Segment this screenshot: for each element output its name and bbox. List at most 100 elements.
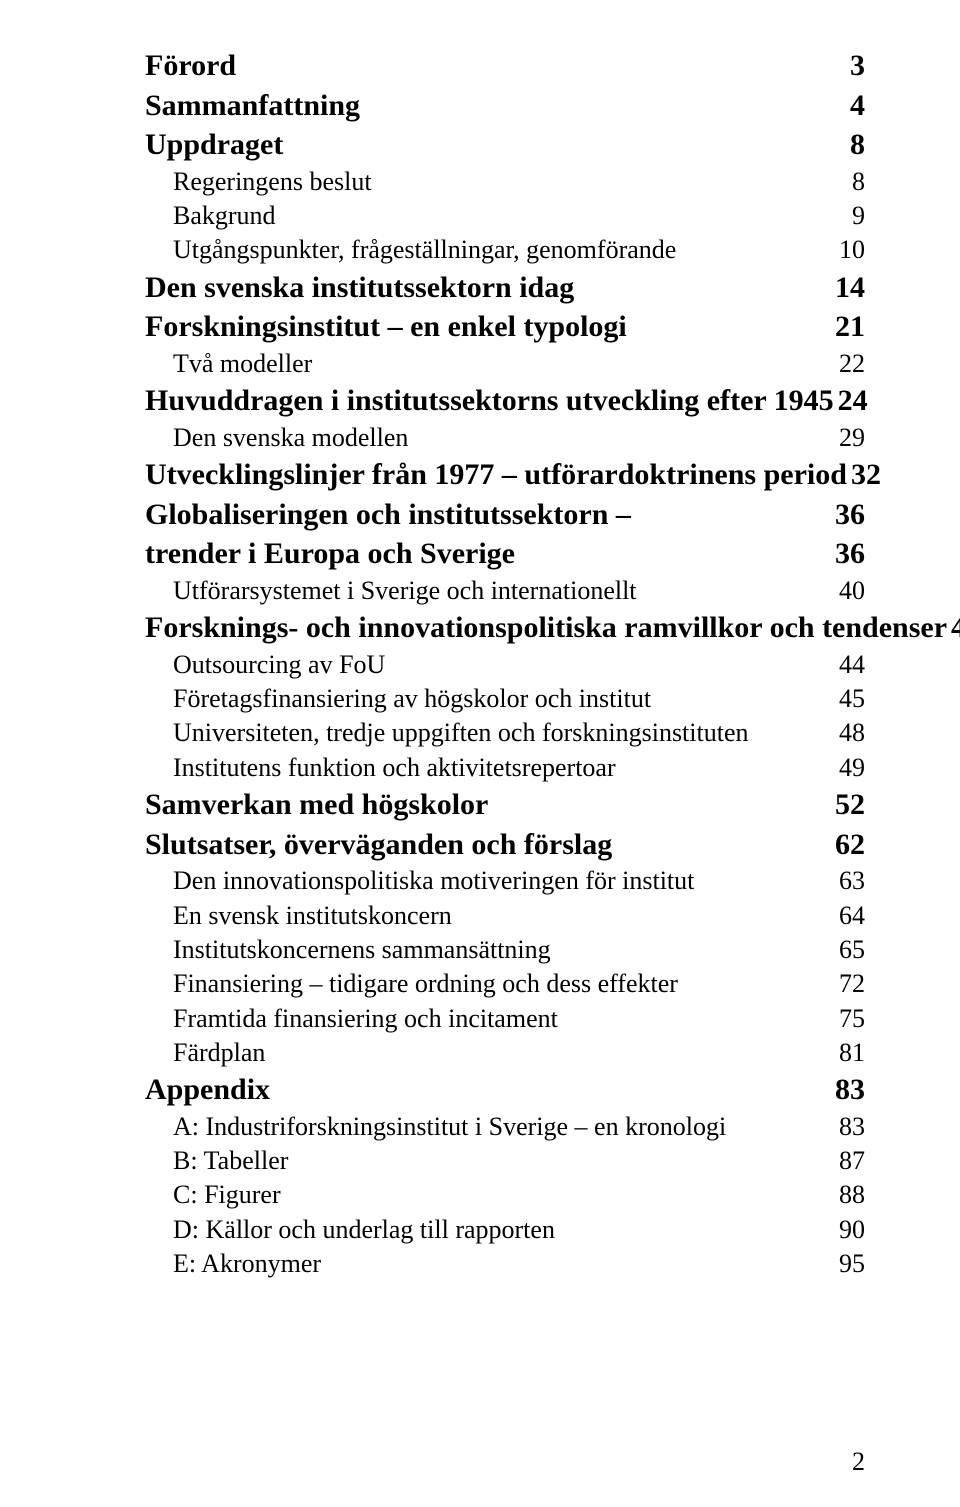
toc-label: E: Akronymer	[173, 1247, 321, 1281]
toc-entry: Regeringens beslut 8	[173, 165, 865, 199]
toc-page: 36	[835, 534, 865, 574]
toc-entry: En svensk institutskoncern 64	[173, 899, 865, 933]
toc-label: Outsourcing av FoU	[173, 648, 385, 682]
toc-entry: Den svenska modellen 29	[173, 421, 865, 455]
toc-label: Den svenska modellen	[173, 421, 408, 455]
toc-label: Företagsfinansiering av högskolor och in…	[173, 682, 651, 716]
toc-label: B: Tabeller	[173, 1144, 288, 1178]
toc-page: 87	[839, 1144, 865, 1178]
toc-label: trender i Europa och Sverige	[145, 534, 515, 574]
toc-page: 8	[852, 165, 865, 199]
toc-label: Regeringens beslut	[173, 165, 372, 199]
toc-page: 83	[835, 1070, 865, 1110]
toc-label: En svensk institutskoncern	[173, 899, 452, 933]
toc-entry: Den svenska institutssektorn idag 14	[145, 268, 865, 308]
toc-label: Sammanfattning	[145, 86, 360, 126]
toc-label: Bakgrund	[173, 199, 276, 233]
toc-entry: Bakgrund 9	[173, 199, 865, 233]
page-number: 2	[852, 1447, 865, 1477]
toc-page: 29	[839, 421, 865, 455]
toc-page: 63	[839, 864, 865, 898]
toc-label: Utvecklingslinjer från 1977 – utförardok…	[145, 455, 847, 495]
toc-label: Samverkan med högskolor	[145, 785, 488, 825]
toc-entry: Universiteten, tredje uppgiften och fors…	[173, 716, 865, 750]
toc-label: A: Industriforskningsinstitut i Sverige …	[173, 1110, 726, 1144]
toc-entry: E: Akronymer 95	[173, 1247, 865, 1281]
toc-page: 8	[850, 125, 865, 165]
toc-entry: A: Industriforskningsinstitut i Sverige …	[173, 1110, 865, 1144]
toc-entry: Förord 3	[145, 46, 865, 86]
toc-entry: Två modeller 22	[173, 347, 865, 381]
toc-page: 9	[852, 199, 865, 233]
toc-label: Forsknings- och innovationspolitiska ram…	[145, 608, 947, 648]
toc-entry: Institutskoncernens sammansättning 65	[173, 933, 865, 967]
toc-page: 95	[839, 1247, 865, 1281]
toc-entry: Utvecklingslinjer från 1977 – utförardok…	[145, 455, 865, 495]
toc-label: Färdplan	[173, 1036, 265, 1070]
toc-entry: Uppdraget 8	[145, 125, 865, 165]
toc-entry: Företagsfinansiering av högskolor och in…	[173, 682, 865, 716]
toc-label: Finansiering – tidigare ordning och dess…	[173, 967, 678, 1001]
toc-page: 14	[835, 268, 865, 308]
toc-page: 81	[839, 1036, 865, 1070]
toc-entry: Utförarsystemet i Sverige och internatio…	[173, 574, 865, 608]
toc-label: Institutens funktion och aktivitetsreper…	[173, 751, 616, 785]
toc-label: Institutskoncernens sammansättning	[173, 933, 551, 967]
toc-page: 62	[835, 825, 865, 865]
toc-entry: Samverkan med högskolor 52	[145, 785, 865, 825]
toc-entry: Institutens funktion och aktivitetsreper…	[173, 751, 865, 785]
toc-entry: Forsknings- och innovationspolitiska ram…	[145, 608, 865, 648]
toc-page: 72	[839, 967, 865, 1001]
toc-label: Den svenska institutssektorn idag	[145, 268, 574, 308]
toc-page: 3	[850, 46, 865, 86]
toc-page: 4	[850, 86, 865, 126]
toc-page: 24	[838, 381, 868, 421]
toc-label: Utförarsystemet i Sverige och internatio…	[173, 574, 637, 608]
toc-page: 32	[851, 455, 881, 495]
toc-entry: Färdplan 81	[173, 1036, 865, 1070]
toc-label: Globaliseringen och institutssektorn –	[145, 495, 631, 535]
toc-entry: Framtida finansiering och incitament 75	[173, 1002, 865, 1036]
toc-label: Slutsatser, överväganden och förslag	[145, 825, 612, 865]
toc-entry: Den innovationspolitiska motiveringen fö…	[173, 864, 865, 898]
toc-label: Appendix	[145, 1070, 270, 1110]
toc-entry: Huvuddragen i institutssektorns utveckli…	[145, 381, 865, 421]
toc-page: 65	[839, 933, 865, 967]
toc-page: 10	[839, 233, 865, 267]
toc-page: 44	[839, 648, 865, 682]
toc-label: Utgångspunkter, frågeställningar, genomf…	[173, 233, 676, 267]
toc-entry: B: Tabeller 87	[173, 1144, 865, 1178]
toc-entry: Forskningsinstitut – en enkel typologi 21	[145, 307, 865, 347]
toc-entry: Outsourcing av FoU 44	[173, 648, 865, 682]
toc-page: 45	[839, 682, 865, 716]
toc-entry: Appendix 83	[145, 1070, 865, 1110]
toc-page: 36	[835, 495, 865, 535]
toc-page: 21	[835, 307, 865, 347]
toc-page: 75	[839, 1002, 865, 1036]
toc-page: 22	[839, 347, 865, 381]
toc-page: 48	[839, 716, 865, 750]
toc-page: 49	[839, 751, 865, 785]
toc-page: 88	[839, 1178, 865, 1212]
toc-entry: C: Figurer 88	[173, 1178, 865, 1212]
toc-label: Förord	[145, 46, 236, 86]
toc-label: Två modeller	[173, 347, 312, 381]
toc-label: Universiteten, tredje uppgiften och fors…	[173, 716, 749, 750]
toc-page: 44	[951, 608, 960, 648]
toc-entry: trender i Europa och Sverige 36	[145, 534, 865, 574]
toc-label: Uppdraget	[145, 125, 283, 165]
toc-page: 64	[839, 899, 865, 933]
toc-page: 90	[839, 1213, 865, 1247]
toc-label: Huvuddragen i institutssektorns utveckli…	[145, 381, 834, 421]
table-of-contents: Förord3Sammanfattning4Uppdraget8Regering…	[145, 46, 865, 1281]
toc-label: Framtida finansiering och incitament	[173, 1002, 558, 1036]
toc-entry: Finansiering – tidigare ordning och dess…	[173, 967, 865, 1001]
toc-page: 83	[839, 1110, 865, 1144]
toc-entry: Utgångspunkter, frågeställningar, genomf…	[173, 233, 865, 267]
toc-entry: Sammanfattning 4	[145, 86, 865, 126]
toc-label: C: Figurer	[173, 1178, 281, 1212]
toc-entry: Slutsatser, överväganden och förslag 62	[145, 825, 865, 865]
toc-page: 52	[835, 785, 865, 825]
toc-label: Forskningsinstitut – en enkel typologi	[145, 307, 627, 347]
toc-label: D: Källor och underlag till rapporten	[173, 1213, 555, 1247]
